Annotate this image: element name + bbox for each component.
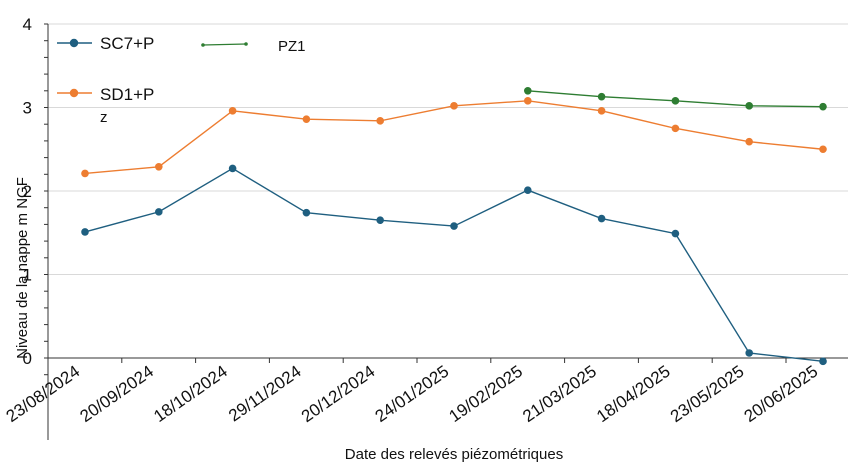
- data-point-pz1: [524, 87, 532, 95]
- x-tick-label-10: 20/06/2025: [741, 362, 822, 426]
- y-tick-label-4: 4: [23, 15, 32, 34]
- data-point-sd1-p: [302, 115, 311, 123]
- data-point-sc7-p: [228, 164, 237, 173]
- legend-label-sd1: SD1+P: [100, 85, 154, 104]
- data-point-sc7-p: [376, 216, 385, 225]
- data-point-sc7-p: [155, 208, 163, 216]
- legend-label-sd1-line2: z: [100, 109, 108, 126]
- legend-marker-sd1-dot: [69, 88, 79, 98]
- y-tick-label-1: 1: [23, 266, 32, 285]
- legend-label-pz1: PZ1: [278, 38, 306, 55]
- x-tick-label-3: 29/11/2024: [225, 362, 305, 426]
- y-tick-label-0: 0: [23, 349, 32, 368]
- data-point-sd1-p: [745, 137, 753, 146]
- legend-marker-pz1-dot-right: [244, 42, 248, 46]
- legend-marker-pz1-dot-left: [201, 43, 205, 47]
- x-axis-title: Date des relevés piézométriques: [345, 446, 563, 462]
- legend-label-sc7: SC7+P: [100, 34, 154, 53]
- legend-entry-sd1: SD1+P z: [57, 85, 154, 126]
- x-tick-label-0: 23/08/2024: [3, 362, 84, 426]
- data-point-sc7-p: [819, 357, 827, 366]
- data-point-sc7-p: [745, 349, 753, 357]
- data-point-sd1-p: [81, 169, 89, 178]
- data-point-sc7-p: [302, 208, 311, 217]
- series-line-sc7-p: [84, 167, 824, 363]
- legend-entry-pz1: PZ1: [201, 38, 306, 55]
- axes: [44, 23, 848, 440]
- legend-marker-sc7-dot: [69, 38, 79, 48]
- data-point-pz1: [671, 97, 680, 105]
- x-tick-label-1: 20/09/2024: [76, 362, 157, 426]
- data-point-sd1-p: [671, 124, 680, 133]
- x-tick-label-5: 24/01/2025: [372, 362, 453, 426]
- y-tick-labels: 0 1 2 3 4: [23, 15, 32, 368]
- data-point-sd1-p: [228, 107, 237, 115]
- y-axis-title: Niveau de la nappe m NGF: [14, 177, 31, 359]
- x-tick-labels: 23/08/202420/09/202418/10/202429/11/2024…: [3, 362, 822, 426]
- x-tick-label-4: 20/12/2024: [298, 362, 379, 426]
- x-tick-label-7: 21/03/2025: [519, 362, 600, 426]
- data-point-sc7-p: [597, 214, 606, 223]
- data-point-sd1-p: [155, 162, 163, 171]
- data-point-pz1: [597, 92, 606, 101]
- legend: SC7+P PZ1 SD1+P z: [57, 34, 306, 126]
- data-point-sc7-p: [671, 229, 680, 238]
- x-tick-label-2: 18/10/2024: [150, 362, 231, 426]
- x-tick-label-9: 23/05/2025: [667, 362, 748, 426]
- data-point-sc7-p: [524, 186, 532, 194]
- data-point-sc7-p: [81, 228, 89, 236]
- data-point-sd1-p: [376, 117, 385, 125]
- legend-marker-pz1-line: [202, 43, 247, 46]
- gridlines: [48, 23, 848, 275]
- data-point-sd1-p: [524, 97, 532, 105]
- y-tick-label-3: 3: [23, 99, 32, 118]
- legend-entry-sc7: SC7+P: [57, 34, 154, 53]
- data-point-sc7-p: [450, 222, 458, 230]
- data-point-pz1: [745, 102, 753, 110]
- data-point-sd1-p: [597, 107, 606, 115]
- x-tick-label-6: 19/02/2025: [445, 362, 526, 426]
- data-point-sd1-p: [819, 145, 827, 154]
- series-line-sd1-p: [84, 100, 824, 175]
- series-lines: [81, 87, 827, 366]
- y-tick-label-2: 2: [23, 182, 32, 201]
- data-point-pz1: [819, 102, 827, 111]
- data-point-sd1-p: [450, 102, 458, 110]
- x-tick-label-8: 18/04/2025: [593, 362, 674, 426]
